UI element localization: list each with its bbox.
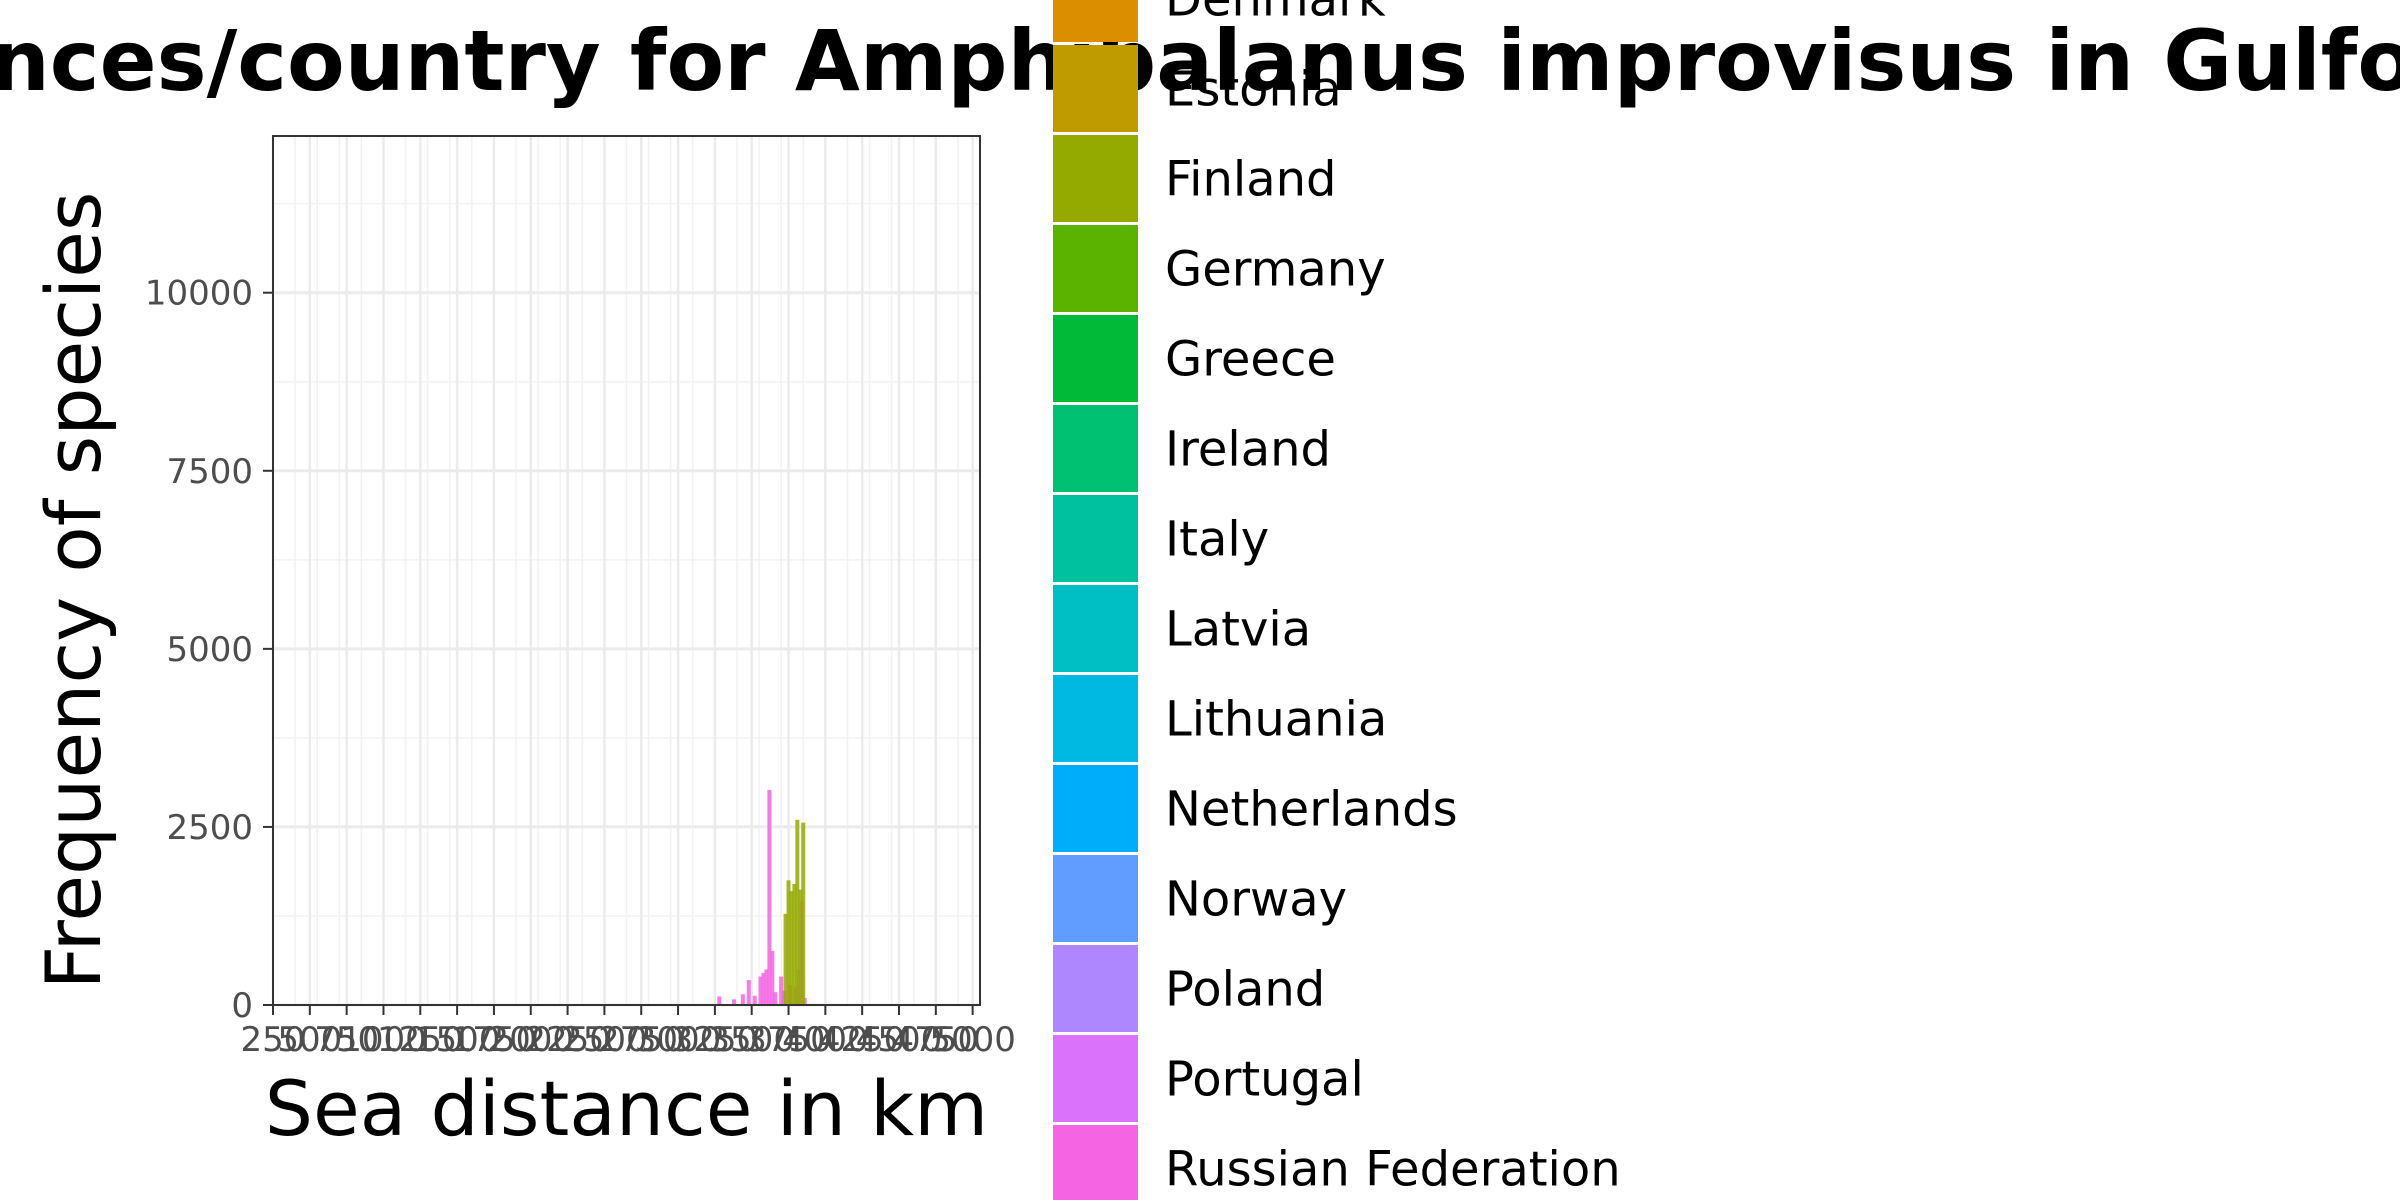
bar-russian-federation	[740, 994, 745, 1005]
x-tick-label: 4500	[856, 1020, 943, 1060]
bar-finland	[801, 822, 806, 1005]
bar-russian-federation	[770, 950, 775, 1005]
bar-finland	[792, 883, 797, 1005]
x-tick-label: 3500	[708, 1020, 795, 1060]
legend-label: Greece	[1165, 332, 1336, 388]
legend-label: Poland	[1165, 962, 1325, 1018]
bar-russian-federation	[758, 976, 763, 1005]
bar-russian-federation	[732, 999, 737, 1005]
x-tick-label: 1250	[377, 1020, 464, 1060]
bars	[717, 789, 807, 1005]
legend-label: Portugal	[1165, 1052, 1364, 1108]
legend-key	[1053, 585, 1138, 672]
legend-label: Finland	[1165, 152, 1337, 208]
legend-key	[1053, 45, 1138, 132]
x-tick-label: 750	[314, 1020, 379, 1060]
legend-label: Lithuania	[1165, 692, 1387, 748]
x-tick-label: 3000	[635, 1020, 722, 1060]
x-tick-label: 4250	[819, 1020, 906, 1060]
bar-russian-federation	[767, 789, 772, 1005]
x-tick-label: 500	[277, 1020, 342, 1060]
legend-label: Latvia	[1165, 602, 1311, 658]
legend-label: Ireland	[1165, 422, 1331, 478]
y-tick-label: 10000	[145, 274, 253, 314]
y-axis-title: Frequency of species	[29, 191, 118, 989]
bar-finland	[789, 891, 794, 1005]
bar-finland	[786, 880, 791, 1005]
legend-label: Denmark	[1165, 0, 1386, 28]
grid-minor	[273, 136, 980, 1005]
x-axis-title: Sea distance in km	[265, 1064, 988, 1153]
legend: Denmark Estonia Finland Germany Greece Irelan…	[1053, 0, 1621, 1200]
legend-label: Russian Federation	[1165, 1142, 1621, 1198]
x-tick-label: 250	[241, 1020, 306, 1060]
x-tick-label: 3250	[672, 1020, 759, 1060]
bar-finland	[783, 913, 788, 1005]
x-axis: 2505007501000125015001750200022502500275…	[241, 1005, 1016, 1060]
x-tick-label: 1000	[340, 1020, 427, 1060]
chart-title: nces/country for Amphibalanus improvisus…	[0, 12, 2400, 110]
x-tick-label: 2000	[487, 1020, 574, 1060]
y-tick-label: 2500	[166, 808, 253, 848]
y-tick-label: 7500	[166, 452, 253, 492]
bar-russian-federation	[779, 976, 784, 1005]
y-axis: 0 2500 5000 7500 10000	[145, 274, 273, 1026]
bar-russian-federation	[761, 972, 766, 1005]
plot-panel	[271, 135, 981, 1007]
plot-border	[272, 135, 981, 1006]
legend-key	[1053, 1035, 1138, 1122]
bar-russian-federation	[746, 980, 751, 1005]
legend-key	[1053, 855, 1138, 942]
x-tick-label: 2250	[524, 1020, 611, 1060]
x-tick-label: 3750	[745, 1020, 832, 1060]
legend-key	[1053, 1125, 1138, 1200]
x-tick-label: 4000	[782, 1020, 869, 1060]
legend-label: Italy	[1165, 512, 1269, 568]
y-tick-label: 0	[231, 986, 253, 1026]
bar-russian-federation	[773, 992, 778, 1005]
bar-finland	[798, 889, 803, 1005]
legend-key	[1053, 945, 1138, 1032]
legend-key	[1053, 405, 1138, 492]
legend-key	[1053, 495, 1138, 582]
legend-label: Netherlands	[1165, 782, 1458, 838]
x-tick-label: 5000	[929, 1020, 1016, 1060]
legend-label: Germany	[1165, 242, 1386, 298]
legend-key	[1053, 315, 1138, 402]
legend-key	[1053, 765, 1138, 852]
y-tick-label: 5000	[166, 630, 253, 670]
grid-major	[271, 136, 980, 1007]
legend-key	[1053, 135, 1138, 222]
bar-russian-federation	[717, 996, 722, 1005]
bar-russian-federation	[764, 969, 769, 1005]
legend-key	[1053, 675, 1138, 762]
legend-key	[1053, 225, 1138, 312]
x-tick-label: 2750	[598, 1020, 685, 1060]
x-tick-label: 1500	[414, 1020, 501, 1060]
x-tick-label: 2500	[561, 1020, 648, 1060]
x-tick-label: 1750	[451, 1020, 538, 1060]
bar-finland	[795, 819, 800, 1005]
legend-label: Norway	[1165, 872, 1347, 928]
bar-russian-federation	[752, 995, 757, 1005]
x-tick-label: 4750	[893, 1020, 980, 1060]
legend-key	[1053, 0, 1138, 42]
legend-label: Estonia	[1165, 62, 1342, 118]
